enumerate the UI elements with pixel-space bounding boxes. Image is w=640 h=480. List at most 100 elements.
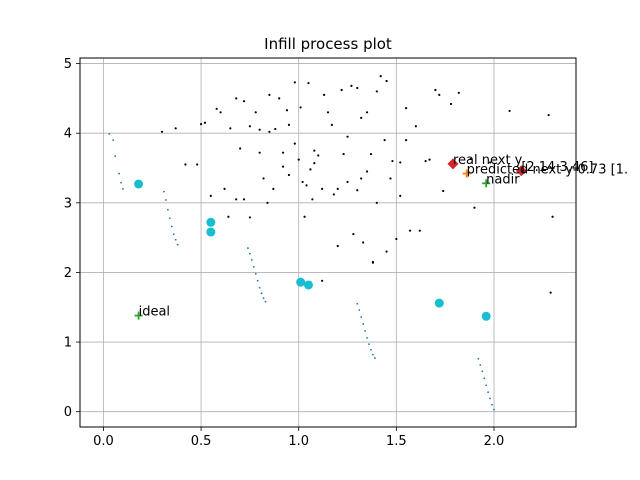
front-point (170, 225, 173, 228)
sample-point (391, 159, 394, 163)
sample-point (174, 127, 177, 130)
sample-point (418, 229, 421, 232)
front-point (481, 370, 484, 373)
sample-point (414, 125, 417, 128)
sample-point (209, 194, 212, 197)
front-point (165, 199, 167, 201)
front-point (366, 336, 368, 339)
annotation-label: [2.14 3.46] (521, 160, 593, 175)
y-tick-label: 3 (64, 196, 72, 211)
sample-point (438, 93, 441, 96)
sample-point (508, 109, 511, 113)
sample-point (293, 81, 296, 84)
front-point (264, 300, 267, 303)
sample-point (350, 84, 353, 87)
sample-point (248, 125, 251, 128)
sample-point (356, 189, 359, 192)
sample-point (385, 250, 388, 253)
sample-point (287, 173, 291, 177)
infill-point (206, 227, 216, 237)
front-point (248, 252, 251, 255)
sample-point (336, 187, 339, 190)
sample-point (326, 111, 330, 114)
sample-point (399, 161, 402, 164)
front-point (112, 139, 115, 142)
sample-point (469, 157, 472, 161)
front-point (250, 259, 253, 261)
sample-point (196, 163, 199, 166)
front-point (168, 217, 171, 220)
sample-point (346, 135, 349, 138)
sample-point (362, 241, 365, 244)
sample-point (227, 215, 230, 218)
front-point (118, 172, 120, 175)
sample-point (369, 152, 373, 156)
sample-point (229, 127, 232, 130)
grid-lines (80, 58, 576, 427)
sample-point (434, 88, 437, 92)
sample-point (473, 206, 476, 209)
sample-point (449, 102, 453, 106)
sample-point (299, 106, 302, 109)
x-tick-label: 1.5 (386, 434, 407, 449)
data-marks (108, 75, 554, 411)
front-point (174, 238, 177, 241)
annotation-label: nadir (486, 172, 520, 187)
reference-point-marker (482, 179, 491, 188)
front-point (491, 403, 493, 406)
sample-point (356, 86, 359, 90)
sample-point (428, 158, 431, 161)
sample-point (488, 161, 492, 164)
axes-frame (79, 57, 577, 428)
sample-point (281, 151, 285, 154)
chart-title: Infill process plot (264, 35, 392, 53)
front-point (358, 309, 361, 311)
sample-point (340, 88, 343, 92)
sample-point (549, 291, 552, 294)
sample-point (281, 165, 285, 168)
sample-point (405, 107, 408, 110)
front-point (120, 181, 122, 184)
y-tick-label: 2 (64, 266, 72, 281)
sample-point (399, 194, 402, 197)
infill-point (134, 179, 144, 189)
sample-point (248, 216, 251, 219)
infill-point (434, 298, 444, 308)
sample-point (346, 180, 349, 184)
sample-point (307, 81, 310, 85)
front-point (260, 292, 263, 295)
sample-point (551, 215, 554, 218)
front-point (489, 397, 491, 400)
sample-point (301, 180, 304, 184)
sample-point (457, 91, 460, 94)
sample-point (274, 127, 277, 131)
y-tick-label: 0 (64, 405, 72, 420)
sample-point (317, 154, 320, 157)
sample-point (379, 75, 382, 78)
sample-point (199, 123, 203, 126)
front-point (254, 272, 257, 275)
front-point (360, 316, 363, 318)
sample-point (311, 198, 314, 201)
predicted-next-marker (462, 169, 471, 178)
y-axis-ticks: 0 1 2 3 4 5 (64, 57, 80, 420)
sample-point (313, 149, 316, 152)
sample-point (272, 187, 275, 190)
sample-point (395, 237, 398, 241)
sample-point (235, 198, 238, 201)
sample-point (160, 130, 164, 133)
sample-point (266, 201, 269, 204)
x-tick-label: 2.0 (484, 434, 505, 449)
sample-point (336, 244, 339, 248)
x-tick-label: 0.5 (191, 434, 212, 449)
front-point (172, 233, 175, 236)
front-point (372, 353, 374, 356)
annotation-label: ideal (139, 305, 170, 320)
infill-point (303, 280, 313, 290)
sample-point (262, 177, 265, 180)
sample-point (258, 151, 261, 154)
x-tick-label: 1.0 (288, 434, 309, 449)
y-tick-label: 1 (64, 336, 72, 351)
front-point (356, 302, 359, 305)
